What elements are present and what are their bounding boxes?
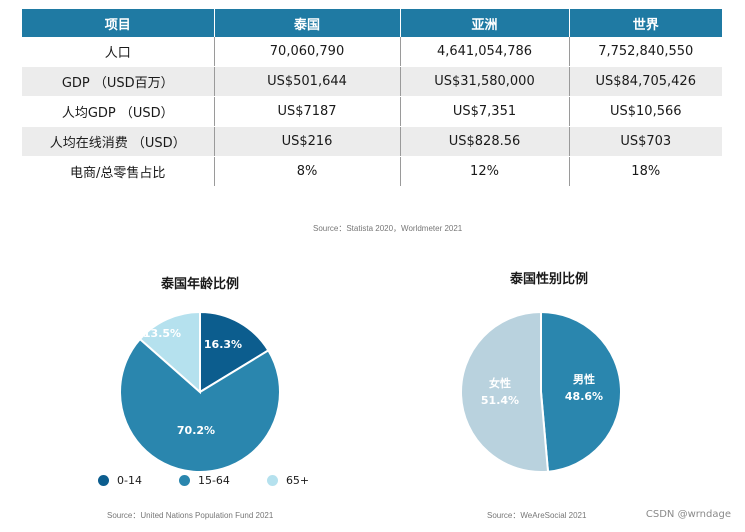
pie-slice-0-14 [199, 310, 270, 394]
table-cell: US$828.56 [400, 126, 570, 157]
table-cell: US$10,566 [569, 96, 722, 127]
table-source: Source：Statista 2020，Worldmeter 2021 [313, 224, 463, 233]
table-cell: 4,641,054,786 [400, 37, 570, 67]
legend-item-65-plus: 65+ [266, 474, 310, 487]
table-cell: US$703 [569, 126, 722, 157]
age-chart-title: 泰国年龄比例 [160, 277, 240, 292]
header-world: 世界 [569, 9, 722, 37]
table-cell: 18% [569, 156, 722, 187]
table-row: 人均GDP （USD） US$7187 US$7,351 US$10,566 [22, 96, 722, 127]
pie-slice-男性 [540, 310, 623, 473]
table-cell: US$7,351 [400, 96, 570, 127]
slice-label: 男性 48.6% [565, 372, 603, 403]
age-chart-source: Source：United Nations Population Fund 20… [107, 511, 274, 520]
legend-label: 15-64 [197, 474, 230, 487]
header-asia: 亚洲 [400, 9, 570, 37]
table-cell: 人均GDP （USD） [22, 96, 215, 127]
slice-label: 13.5% [143, 327, 181, 340]
watermark: CSDN @wrndage [645, 509, 731, 520]
table-cell: 人均在线消费 （USD） [22, 126, 215, 157]
table-cell: US$7187 [214, 96, 401, 127]
table-row: 人均在线消费 （USD） US$216 US$828.56 US$703 [22, 126, 722, 157]
table-header: 项目 泰国 亚洲 世界 [22, 9, 722, 37]
header-thailand: 泰国 [214, 9, 401, 37]
table-cell: 电商/总零售占比 [22, 156, 215, 187]
table-cell: US$501,644 [214, 66, 401, 97]
gender-chart-source: Source：WeAreSocial 2021 [487, 511, 587, 520]
table-row: 人口 70,060,790 4,641,054,786 7,752,840,55… [22, 37, 722, 67]
legend-item-0-14: 0-14 [98, 474, 142, 487]
legend-label: 0-14 [117, 474, 142, 487]
pie-slice-女性 [460, 310, 550, 473]
pie-slice-15-64 [119, 337, 281, 473]
table-row: 电商/总零售占比 8% 12% 18% [22, 156, 722, 187]
stats-table: 项目 泰国 亚洲 世界 人口 70,060,790 4,641,054,786 … [22, 9, 722, 187]
table-cell: 12% [400, 156, 570, 187]
slice-label: 16.3% [204, 338, 242, 351]
slice-label: 女性 51.4% [481, 376, 519, 407]
table-cell: 70,060,790 [214, 37, 401, 67]
legend-item-15-64: 15-64 [178, 474, 230, 487]
slice-label: 70.2% [177, 424, 215, 437]
gender-chart-title: 泰国性别比例 [509, 272, 589, 287]
table-cell: 8% [214, 156, 401, 187]
table-cell: 人口 [22, 37, 215, 67]
legend-swatch [98, 475, 109, 486]
header-item: 项目 [22, 9, 215, 37]
table-cell: US$31,580,000 [400, 66, 570, 97]
table-cell: US$216 [214, 126, 401, 157]
legend-label: 65+ [285, 474, 310, 487]
age-legend: 0-14 15-64 65+ [98, 474, 309, 487]
table-cell: GDP （USD百万） [22, 66, 215, 97]
table-cell: US$84,705,426 [569, 66, 722, 97]
legend-swatch [266, 475, 278, 486]
table-cell: 7,752,840,550 [569, 37, 722, 67]
pie-slice-65+ [138, 310, 201, 395]
legend-swatch [178, 475, 190, 486]
table-row: GDP （USD百万） US$501,644 US$31,580,000 US$… [22, 66, 722, 97]
